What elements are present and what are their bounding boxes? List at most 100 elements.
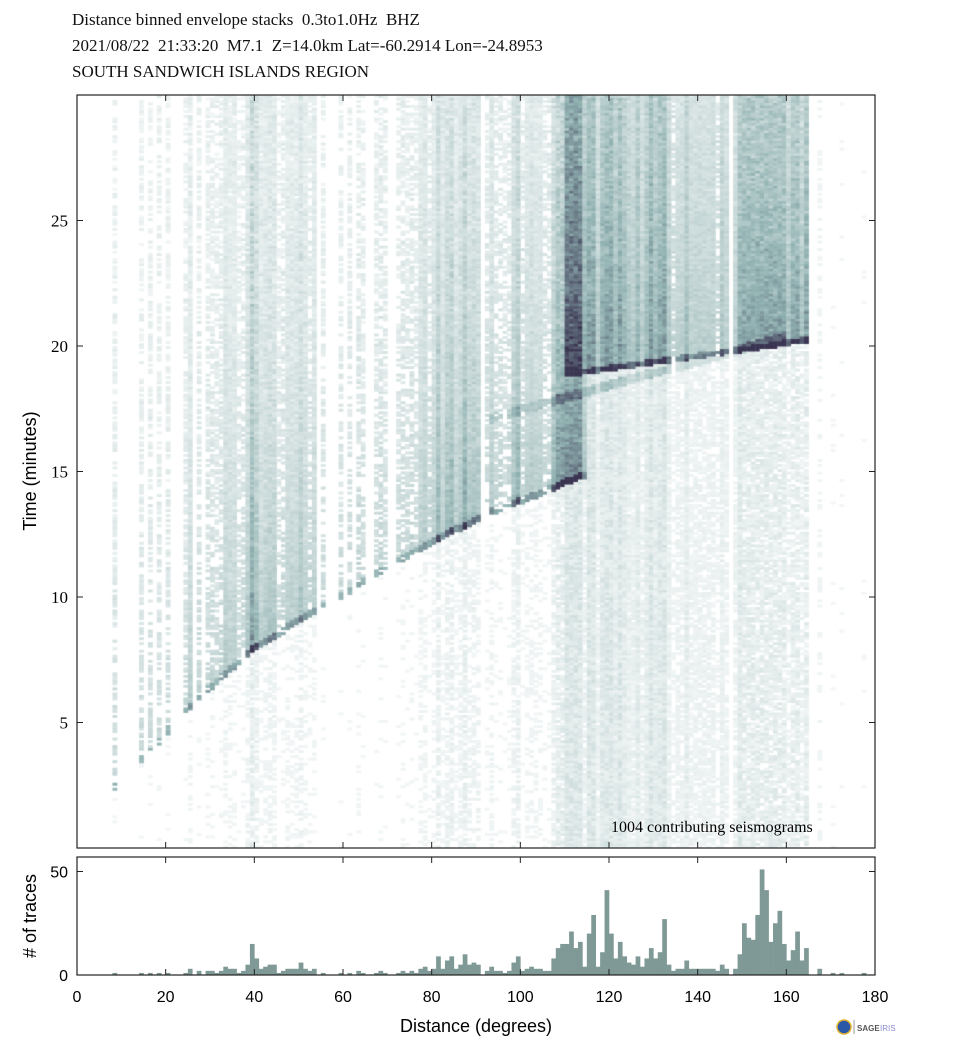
- histogram-bar: [272, 964, 277, 975]
- histogram-bar: [600, 952, 605, 975]
- histogram-bar: [790, 950, 796, 975]
- y-tick-label: 10: [51, 588, 68, 607]
- histogram-bar: [564, 943, 570, 975]
- histogram-bar: [382, 972, 388, 975]
- histogram-bar: [781, 943, 787, 975]
- x-axis-label: Distance (degrees): [400, 1016, 552, 1036]
- x-tick-label: 180: [862, 989, 889, 1006]
- histogram-bar: [409, 970, 415, 975]
- histogram-bar: [582, 966, 588, 975]
- x-tick-label: 100: [507, 989, 534, 1006]
- histogram-bar: [444, 960, 450, 975]
- histogram-bar: [573, 948, 579, 975]
- histogram-bar: [476, 964, 481, 975]
- histogram-bar: [688, 968, 694, 975]
- histogram-bar: [657, 952, 663, 975]
- histogram-bar: [817, 968, 823, 975]
- histogram-bar: [679, 968, 685, 975]
- plot-title-line1: Distance binned envelope stacks 0.3to1.0…: [72, 10, 420, 29]
- x-tick-label: 160: [773, 989, 800, 1006]
- histogram-bar: [187, 968, 193, 975]
- histogram-bar: [249, 943, 255, 975]
- x-tick-label: 40: [245, 989, 263, 1006]
- histogram-bar: [640, 966, 645, 975]
- histogram-bar: [555, 948, 561, 975]
- histogram-bar: [489, 966, 495, 975]
- histogram-bar: [622, 956, 628, 975]
- histogram-bar: [285, 968, 291, 975]
- histogram-bar: [742, 923, 747, 975]
- histogram-bar: [755, 914, 761, 975]
- histogram-bar: [577, 941, 583, 975]
- histogram-bar: [462, 954, 468, 975]
- histogram-bar: [374, 972, 379, 975]
- histogram-bar: [307, 970, 313, 975]
- histogram-bar: [156, 972, 162, 975]
- histogram-bar: [631, 964, 636, 975]
- histogram-bar: [795, 931, 800, 975]
- histogram-bar: [746, 937, 752, 975]
- histogram-bar: [724, 968, 729, 975]
- histogram-bar: [263, 966, 268, 975]
- histogram-bar: [524, 968, 530, 975]
- histogram-bar: [413, 972, 419, 975]
- histogram-bar: [218, 970, 224, 975]
- histogram-bar: [449, 956, 455, 975]
- histogram-bar: [400, 970, 406, 975]
- histogram-bar: [427, 970, 432, 975]
- histogram-bar: [861, 972, 867, 975]
- histogram-bar: [498, 970, 503, 975]
- histogram-bar: [586, 933, 592, 975]
- y-tick-label: 5: [60, 714, 69, 733]
- histogram-bar: [529, 966, 534, 975]
- histogram-bar: [764, 890, 769, 975]
- histogram-bar: [467, 964, 472, 975]
- histogram-bar: [786, 960, 792, 975]
- histogram-bar: [702, 968, 707, 975]
- heatmap-frame: [76, 94, 876, 849]
- hist-y-tick-label: 50: [50, 864, 68, 881]
- histogram-bar: [436, 956, 441, 975]
- histogram-bar: [804, 948, 809, 975]
- histogram-bar: [502, 972, 508, 975]
- histogram-bar: [635, 956, 641, 975]
- x-tick-label: 140: [684, 989, 711, 1006]
- histogram-bar: [595, 966, 601, 975]
- nsf-seal-icon: [836, 1019, 852, 1035]
- y-axis-label: Time (minutes): [20, 411, 40, 530]
- histogram-bar: [431, 968, 437, 975]
- histogram-bar: [626, 962, 632, 975]
- histogram-bar: [232, 968, 237, 975]
- x-tick-label: 0: [73, 989, 82, 1006]
- histogram-bar: [777, 910, 783, 975]
- histogram-bar: [542, 970, 548, 975]
- histogram-bar: [294, 968, 299, 975]
- histogram-bar: [484, 970, 490, 975]
- histogram-bar: [706, 968, 712, 975]
- y-tick-label: 25: [51, 212, 68, 231]
- histogram-bar: [613, 958, 619, 975]
- histogram-bar: [440, 968, 446, 975]
- histogram-bar: [112, 972, 118, 975]
- seismogram-count-label: 1004 contributing seismograms: [611, 819, 813, 836]
- histogram-bar: [210, 970, 215, 975]
- histogram-bar: [759, 869, 765, 975]
- histogram-bar: [662, 919, 667, 975]
- histogram-bar: [254, 958, 260, 975]
- histogram-bar: [750, 939, 756, 975]
- histogram-bars: [112, 869, 867, 975]
- histogram-bar: [303, 968, 308, 975]
- histogram-bar: [520, 970, 526, 975]
- histogram-bar: [471, 962, 477, 975]
- y-tick-label: 15: [51, 463, 68, 482]
- histogram-bar: [671, 970, 676, 975]
- histogram-bar: [356, 970, 362, 975]
- histogram-bar: [546, 970, 552, 975]
- histogram-bar: [493, 970, 499, 975]
- histogram-bar: [715, 970, 721, 975]
- histogram-bar: [338, 972, 344, 975]
- histogram-bar: [719, 964, 725, 975]
- svg-text:IRIS: IRIS: [880, 1024, 896, 1033]
- x-tick-label: 20: [157, 989, 175, 1006]
